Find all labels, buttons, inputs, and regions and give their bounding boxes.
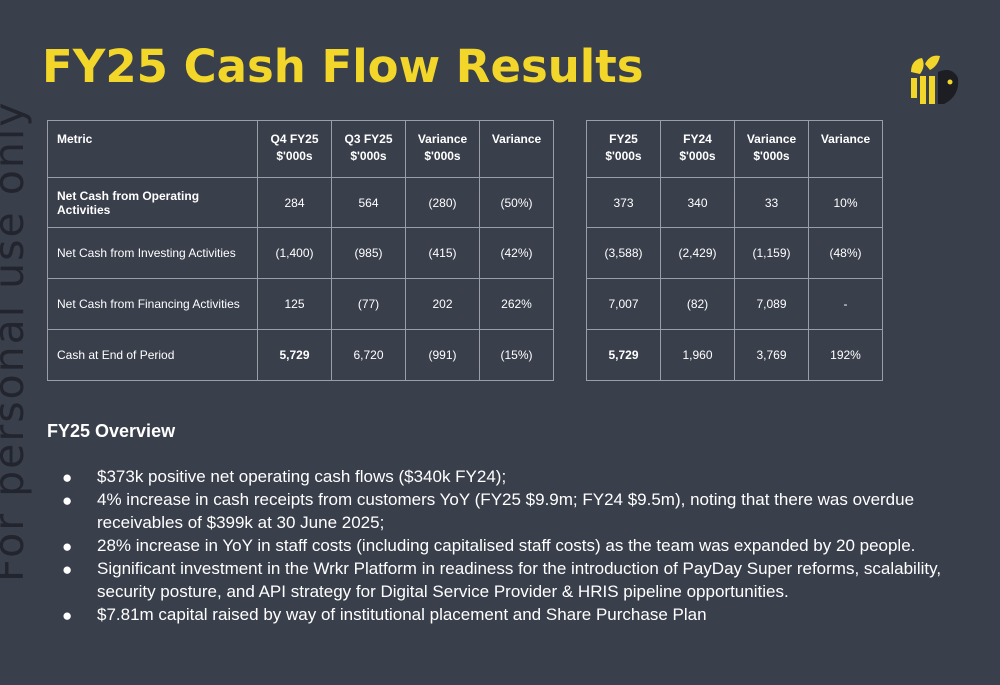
table-row: 373 340 33 10%	[586, 177, 883, 228]
header-variance-percent: Variance	[479, 120, 554, 178]
wrkr-bee-logo-icon	[911, 55, 959, 104]
cell: (1,159)	[734, 227, 809, 279]
cell: (77)	[331, 278, 406, 330]
cell: (50%)	[479, 177, 554, 228]
cell: 7,007	[586, 278, 661, 330]
quarterly-cash-flow-table: Metric Q4 FY25 $'000s Q3 FY25 $'000s Var…	[47, 120, 554, 381]
cell: -	[808, 278, 883, 330]
cell: 202	[405, 278, 480, 330]
bullet-icon: ●	[62, 560, 73, 579]
table-header-row: FY25 $'000s FY24 $'000s Variance $'000s …	[586, 120, 883, 178]
header-q4-fy25: Q4 FY25 $'000s	[257, 120, 332, 178]
cell: 373	[586, 177, 661, 228]
cell: 340	[660, 177, 735, 228]
cell: (3,588)	[586, 227, 661, 279]
cell: 33	[734, 177, 809, 228]
row-metric-label: Net Cash from Investing Activities	[47, 227, 258, 279]
cell: (1,400)	[257, 227, 332, 279]
bullet-icon: ●	[62, 468, 73, 487]
cell: (991)	[405, 329, 480, 381]
cell: 262%	[479, 278, 554, 330]
header-fy25: FY25 $'000s	[586, 120, 661, 178]
header-variance-percent: Variance	[808, 120, 883, 178]
table-row: 5,729 1,960 3,769 192%	[586, 329, 883, 381]
bullet-text: $373k positive net operating cash flows …	[97, 467, 507, 486]
cell: (415)	[405, 227, 480, 279]
annual-cash-flow-table: FY25 $'000s FY24 $'000s Variance $'000s …	[586, 120, 883, 381]
bullet-text: 4% increase in cash receipts from custom…	[97, 490, 915, 532]
list-item: ● $373k positive net operating cash flows…	[62, 465, 942, 488]
cell: 5,729	[586, 329, 661, 381]
bullet-text: 28% increase in YoY in staff costs (incl…	[97, 536, 916, 555]
row-metric-label: Net Cash from Operating Activities	[47, 177, 258, 228]
cell: (15%)	[479, 329, 554, 381]
list-item: ● $7.81m capital raised by way of institu…	[62, 603, 942, 626]
cell: 284	[257, 177, 332, 228]
header-q3-fy25: Q3 FY25 $'000s	[331, 120, 406, 178]
header-metric: Metric	[47, 120, 258, 178]
cell: 6,720	[331, 329, 406, 381]
table-row: (3,588) (2,429) (1,159) (48%)	[586, 227, 883, 279]
cell: 125	[257, 278, 332, 330]
table-row: 7,007 (82) 7,089 -	[586, 278, 883, 330]
cell: 10%	[808, 177, 883, 228]
header-variance-amount: Variance $'000s	[405, 120, 480, 178]
cell: (280)	[405, 177, 480, 228]
table-row: Net Cash from Investing Activities (1,40…	[47, 227, 554, 279]
row-metric-label: Net Cash from Financing Activities	[47, 278, 258, 330]
watermark: For personal use only	[0, 100, 33, 582]
row-metric-label: Cash at End of Period	[47, 329, 258, 381]
bullet-icon: ●	[62, 537, 73, 556]
cell: 1,960	[660, 329, 735, 381]
header-fy24: FY24 $'000s	[660, 120, 735, 178]
cell: (42%)	[479, 227, 554, 279]
table-row: Net Cash from Operating Activities 284 5…	[47, 177, 554, 228]
list-item: ● Significant investment in the Wrkr Plat…	[62, 557, 942, 603]
cell: 192%	[808, 329, 883, 381]
list-item: ● 4% increase in cash receipts from custo…	[62, 488, 942, 534]
header-variance-amount: Variance $'000s	[734, 120, 809, 178]
table-header-row: Metric Q4 FY25 $'000s Q3 FY25 $'000s Var…	[47, 120, 554, 178]
cell: (48%)	[808, 227, 883, 279]
cell: 3,769	[734, 329, 809, 381]
page-title: FY25 Cash Flow Results	[42, 40, 644, 93]
bullet-text: $7.81m capital raised by way of institut…	[97, 605, 707, 624]
bullet-icon: ●	[62, 606, 73, 625]
list-item: ● 28% increase in YoY in staff costs (inc…	[62, 534, 942, 557]
cell: 564	[331, 177, 406, 228]
table-row: Net Cash from Financing Activities 125 (…	[47, 278, 554, 330]
cell: 7,089	[734, 278, 809, 330]
cell: (82)	[660, 278, 735, 330]
table-row: Cash at End of Period 5,729 6,720 (991) …	[47, 329, 554, 381]
cell: 5,729	[257, 329, 332, 381]
overview-heading: FY25 Overview	[47, 421, 176, 441]
overview-bullet-list: ● $373k positive net operating cash flows…	[62, 465, 942, 626]
bullet-icon: ●	[62, 491, 73, 510]
bullet-text: Significant investment in the Wrkr Platf…	[97, 559, 942, 601]
cell: (2,429)	[660, 227, 735, 279]
cell: (985)	[331, 227, 406, 279]
